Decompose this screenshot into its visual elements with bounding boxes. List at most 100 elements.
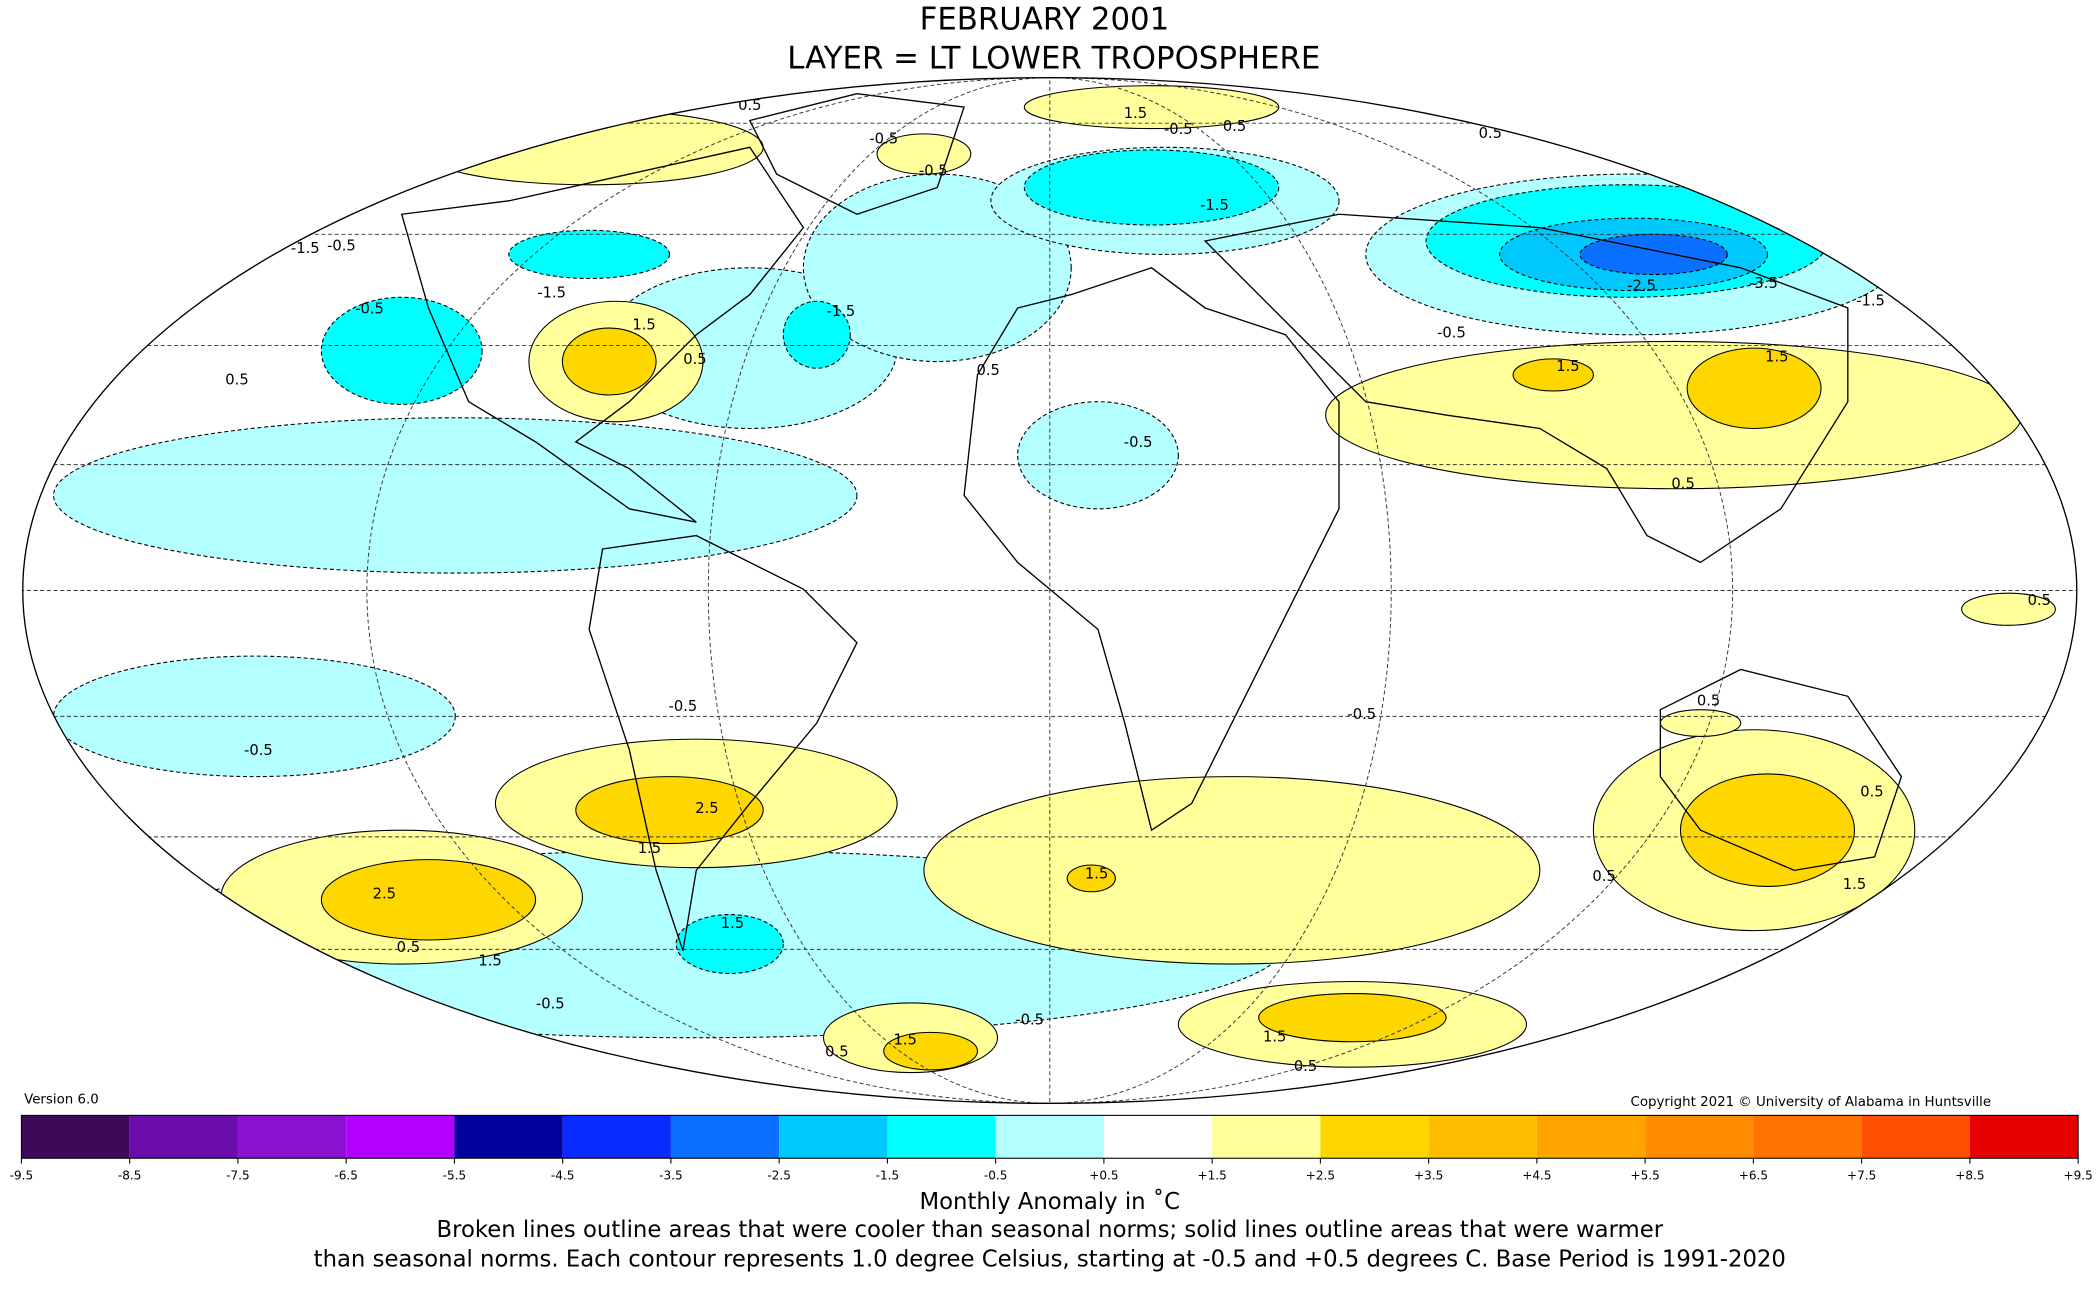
anomaly-region (1512, 358, 1594, 392)
contour-label: 1.5 (638, 840, 661, 857)
anomaly-region (1325, 340, 2023, 490)
colorbar-segment (1212, 1115, 1321, 1159)
colorbar-segment (129, 1115, 238, 1159)
anomaly-region (1679, 773, 1856, 887)
contour-label: 1.5 (721, 915, 744, 932)
land-outline (1203, 213, 1849, 564)
colorbar-segment (21, 1115, 130, 1159)
colorbar-tick-label: +6.5 (1739, 1169, 1768, 1183)
contour-label: -0.5 (244, 742, 273, 759)
anomaly-region (1659, 709, 1742, 737)
colorbar: -9.5 -8.5 -7.5 -6.5 -5.5 -4.5 -3.5 -2.5 -1.5 -0.5… (10, 1114, 2093, 1183)
contour-label: 0.5 (683, 351, 706, 368)
contour-label: 1.5 (893, 1031, 916, 1048)
contour-label: 0.5 (825, 1043, 848, 1060)
colorbar-tick-label: -4.5 (551, 1169, 575, 1183)
contour-label: 0.5 (1860, 784, 1883, 801)
contour-label: -0.5 (1437, 324, 1466, 341)
contour-label: -0.5 (1015, 1011, 1044, 1028)
anomaly-region (1023, 149, 1280, 226)
contour-label: -0.5 (1124, 434, 1153, 451)
colorbar-outline (20, 1114, 2079, 1159)
colorbar-tick-label: -8.5 (118, 1169, 142, 1183)
colorbar-segment (995, 1115, 1104, 1159)
anomaly-region (1686, 347, 1822, 430)
contour-label: 0.5 (1223, 118, 1246, 135)
colorbar-segment (346, 1115, 455, 1159)
contour-label: 0.5 (976, 362, 999, 379)
contour-label: 0.5 (397, 939, 420, 956)
contour-label: 1.5 (632, 316, 655, 333)
contour-label: 2.5 (373, 885, 396, 902)
contour-label: 0.5 (1671, 476, 1694, 493)
version: Version 6.0 (24, 1092, 99, 1107)
anomaly-region (1258, 993, 1447, 1043)
contour-label: -0.5 (919, 162, 948, 179)
colorbar-tick-label: -3.5 (659, 1169, 683, 1183)
colorbar-segment (670, 1115, 780, 1159)
land-outline (400, 146, 805, 523)
land-outline (963, 267, 1340, 832)
contour-label: -1.5 (291, 240, 320, 257)
copyright: Copyright 2021 © University of Alabama i… (1631, 1095, 1992, 1110)
contour-label: -0.5 (536, 995, 565, 1012)
colorbar-tick-label: +0.5 (1089, 1169, 1118, 1183)
anomaly-region (508, 229, 671, 280)
anomaly-region (1961, 592, 2056, 626)
colorbar-segment (1753, 1115, 1862, 1159)
anomaly-region (561, 327, 657, 396)
contour-label: 1.5 (1124, 105, 1147, 122)
colorbar-tick-label: +9.5 (2063, 1169, 2092, 1183)
anomaly-region (1017, 401, 1179, 510)
caption-line: than seasonal norms. Each contour repres… (314, 1247, 1786, 1273)
contour-label: 2.5 (695, 800, 718, 817)
contour-label: 0.5 (225, 371, 248, 388)
colorbar-tick-label: +5.5 (1631, 1169, 1660, 1183)
colorbar-segment (1320, 1115, 1429, 1159)
title: FEBRUARY 2001 (920, 1, 1170, 37)
contour-label: -0.5 (669, 698, 698, 715)
colorbar-segment (454, 1115, 563, 1159)
anomaly-region (883, 1031, 979, 1071)
colorbar-segment (1428, 1115, 1537, 1159)
colorbar-segment (1536, 1115, 1646, 1159)
colorbar-segment (779, 1115, 888, 1159)
colorbar-tick-label: +2.5 (1306, 1169, 1335, 1183)
land-outline (1659, 668, 1903, 872)
contour-label: 0.5 (2028, 592, 2051, 609)
contour-label: 1.5 (1843, 876, 1866, 893)
contour-label: 0.5 (1592, 868, 1615, 885)
colorbar-tick-label: -9.5 (10, 1169, 34, 1183)
colorbar-segment (237, 1115, 347, 1159)
colorbar-tick-label: +8.5 (1955, 1169, 1984, 1183)
contour-label: -0.5 (1347, 706, 1376, 723)
contour-label: -1.5 (537, 284, 566, 301)
colorbar-segment (1103, 1115, 1213, 1159)
contour-label: -2.5 (1627, 278, 1656, 295)
anomaly-region (320, 859, 537, 941)
contour-label: 0.5 (1294, 1058, 1317, 1075)
anomaly-region (575, 776, 764, 845)
colorbar-segment (887, 1115, 996, 1159)
colorbar-tick-label: -5.5 (443, 1169, 467, 1183)
caption-line: Broken lines outline areas that were coo… (436, 1217, 1663, 1243)
figure: FEBRUARY 2001 LAYER = LT LOWER TROPOSPHE… (10, 1, 2093, 1273)
subtitle: LAYER = LT LOWER TROPOSPHERE (787, 40, 1320, 76)
contour-label: -0.5 (327, 237, 356, 254)
colorbar-tick-label: -0.5 (984, 1169, 1008, 1183)
globe-outline (22, 76, 2078, 1105)
colorbar-tick-label: -2.5 (767, 1169, 791, 1183)
contour-label: 1.5 (1263, 1029, 1286, 1046)
anomaly-region (876, 133, 972, 175)
colorbar-tick-label: +3.5 (1414, 1169, 1443, 1183)
colorbar-tick-label: -6.5 (334, 1169, 358, 1183)
contour-label: -3.5 (1749, 275, 1778, 292)
contour-label: -1.5 (1200, 197, 1229, 214)
contour-label: -1.5 (827, 303, 856, 320)
anomaly-region (1066, 864, 1116, 893)
colorbar-tick-label: +4.5 (1522, 1169, 1551, 1183)
contour-label: 0.5 (1697, 693, 1720, 710)
contour-label: 1.5 (1085, 865, 1108, 882)
anomaly-region (675, 914, 784, 974)
